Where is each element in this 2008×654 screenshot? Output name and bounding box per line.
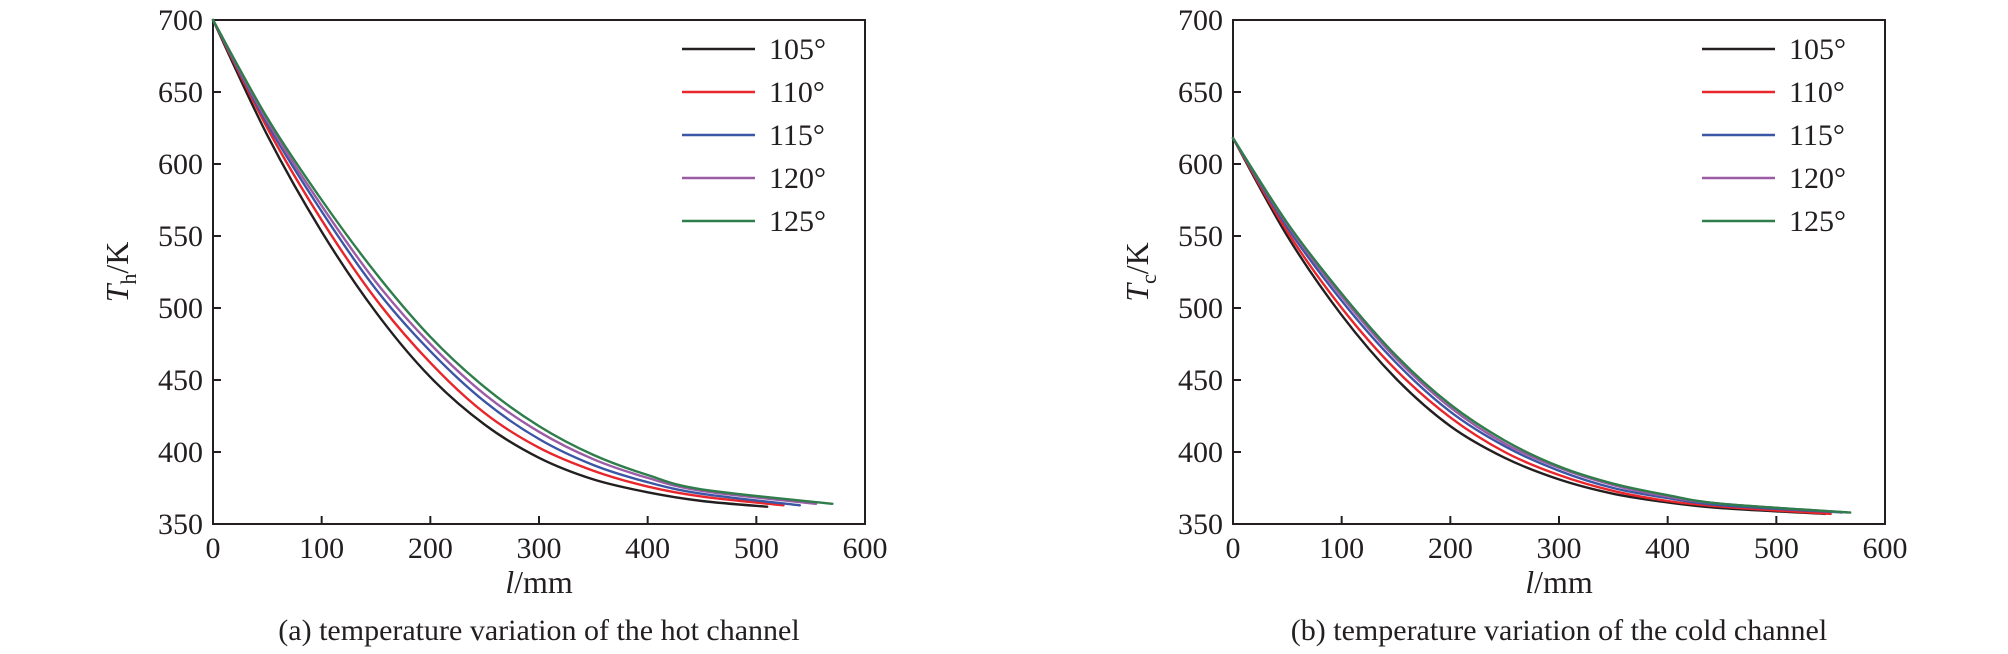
y-axis-title: Tc/K [1119,242,1161,302]
x-axis-variable: l [1525,564,1534,600]
legend-label: 115° [1789,119,1845,152]
y-tick-label: 450 [158,364,203,397]
figure-caption: (a) temperature variation of the hot cha… [278,614,799,647]
series-line-115deg [1231,136,1843,514]
x-tick-label: 400 [1645,532,1690,565]
x-tick-label: 300 [1537,532,1582,565]
x-tick-label: 300 [517,532,562,565]
y-tick-label: 350 [158,508,203,541]
legend: 105° 110° 115° 120° 125° [682,33,826,238]
legend-label: 110° [1789,76,1845,109]
legend-label: 125° [769,205,826,238]
series-line-115deg [211,18,801,507]
x-tick-label: 0 [206,532,221,565]
x-tick-label: 500 [1754,532,1799,565]
y-tick-label: 550 [158,220,203,253]
y-tick-label: 650 [158,76,203,109]
series-line-125deg [211,18,834,505]
y-tick-label: 550 [1178,220,1223,253]
y-axis-variable: T [99,282,135,302]
x-tick-label: 100 [299,532,344,565]
y-tick-label: 400 [158,436,203,469]
y-axis-unit: /K [99,242,135,274]
series-line-120deg [1231,136,1849,514]
y-tick-label: 500 [158,292,203,325]
y-tick-label: 700 [1178,4,1223,37]
legend: 105° 110° 115° 120° 125° [1702,33,1846,238]
x-axis-title: l/mm [1525,564,1593,600]
y-tick-label: 400 [1178,436,1223,469]
y-tick-label: 500 [1178,292,1223,325]
series-line-105deg [211,18,769,508]
legend-label: 110° [769,76,825,109]
x-tick-label: 100 [1319,532,1364,565]
legend-label: 120° [1789,162,1846,195]
x-tick-label: 600 [843,532,888,565]
series-line-105deg [1231,136,1827,516]
series-line-110deg [1231,136,1832,516]
y-axis-subscript: c [1136,274,1161,284]
y-tick-label: 700 [158,4,203,37]
y-tick-label: 450 [1178,364,1223,397]
y-tick-label: 350 [1178,508,1223,541]
y-tick-label: 650 [1178,76,1223,109]
x-tick-label: 200 [408,532,453,565]
chart-cold-channel: 0 100 200 300 400 500 600 350 400 450 500 550 600 650… [1119,4,1908,647]
y-axis-variable: T [1119,282,1155,302]
legend-label: 115° [769,119,825,152]
chart-hot-channel: 0 100 200 300 400 500 600 350 400 450 500 550 600 650… [99,4,888,647]
series-line-120deg [211,18,818,505]
x-tick-label: 0 [1226,532,1241,565]
x-axis-unit: /mm [514,564,573,600]
y-axis-unit: /K [1119,242,1155,274]
y-tick-label: 600 [1178,148,1223,181]
x-tick-label: 200 [1428,532,1473,565]
y-tick-label: 600 [158,148,203,181]
series-line-110deg [211,18,785,507]
y-axis-title: Th/K [99,242,141,303]
x-axis-title: l/mm [505,564,573,600]
x-tick-label: 500 [734,532,779,565]
x-tick-label: 600 [1863,532,1908,565]
legend-label: 120° [769,162,826,195]
x-axis-variable: l [505,564,514,600]
legend-label: 125° [1789,205,1846,238]
figure-caption: (b) temperature variation of the cold ch… [1291,614,1827,647]
x-tick-label: 400 [625,532,670,565]
y-axis-subscript: h [116,274,141,285]
plot-frame [1232,19,1886,525]
legend-label: 105° [769,33,826,66]
legend-label: 105° [1789,33,1846,66]
x-axis-unit: /mm [1534,564,1593,600]
series-line-125deg [1231,136,1852,514]
